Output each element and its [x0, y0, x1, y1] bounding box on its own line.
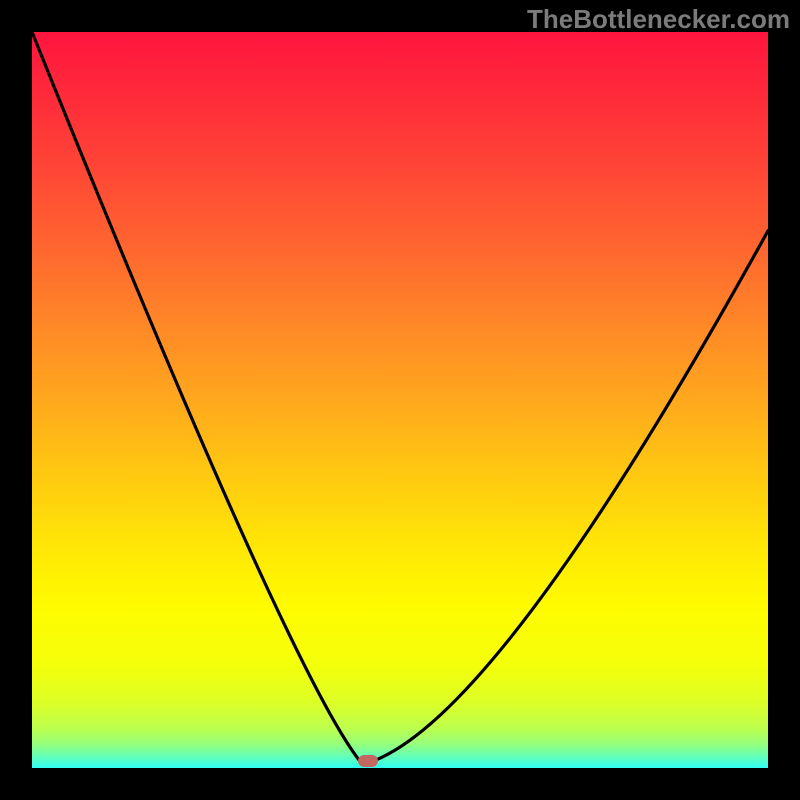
chart-frame: TheBottlenecker.com — [0, 0, 800, 800]
watermark-label: TheBottlenecker.com — [527, 4, 790, 35]
bottleneck-curve — [32, 32, 768, 768]
min-point-marker — [358, 755, 378, 767]
plot-area — [32, 32, 768, 768]
